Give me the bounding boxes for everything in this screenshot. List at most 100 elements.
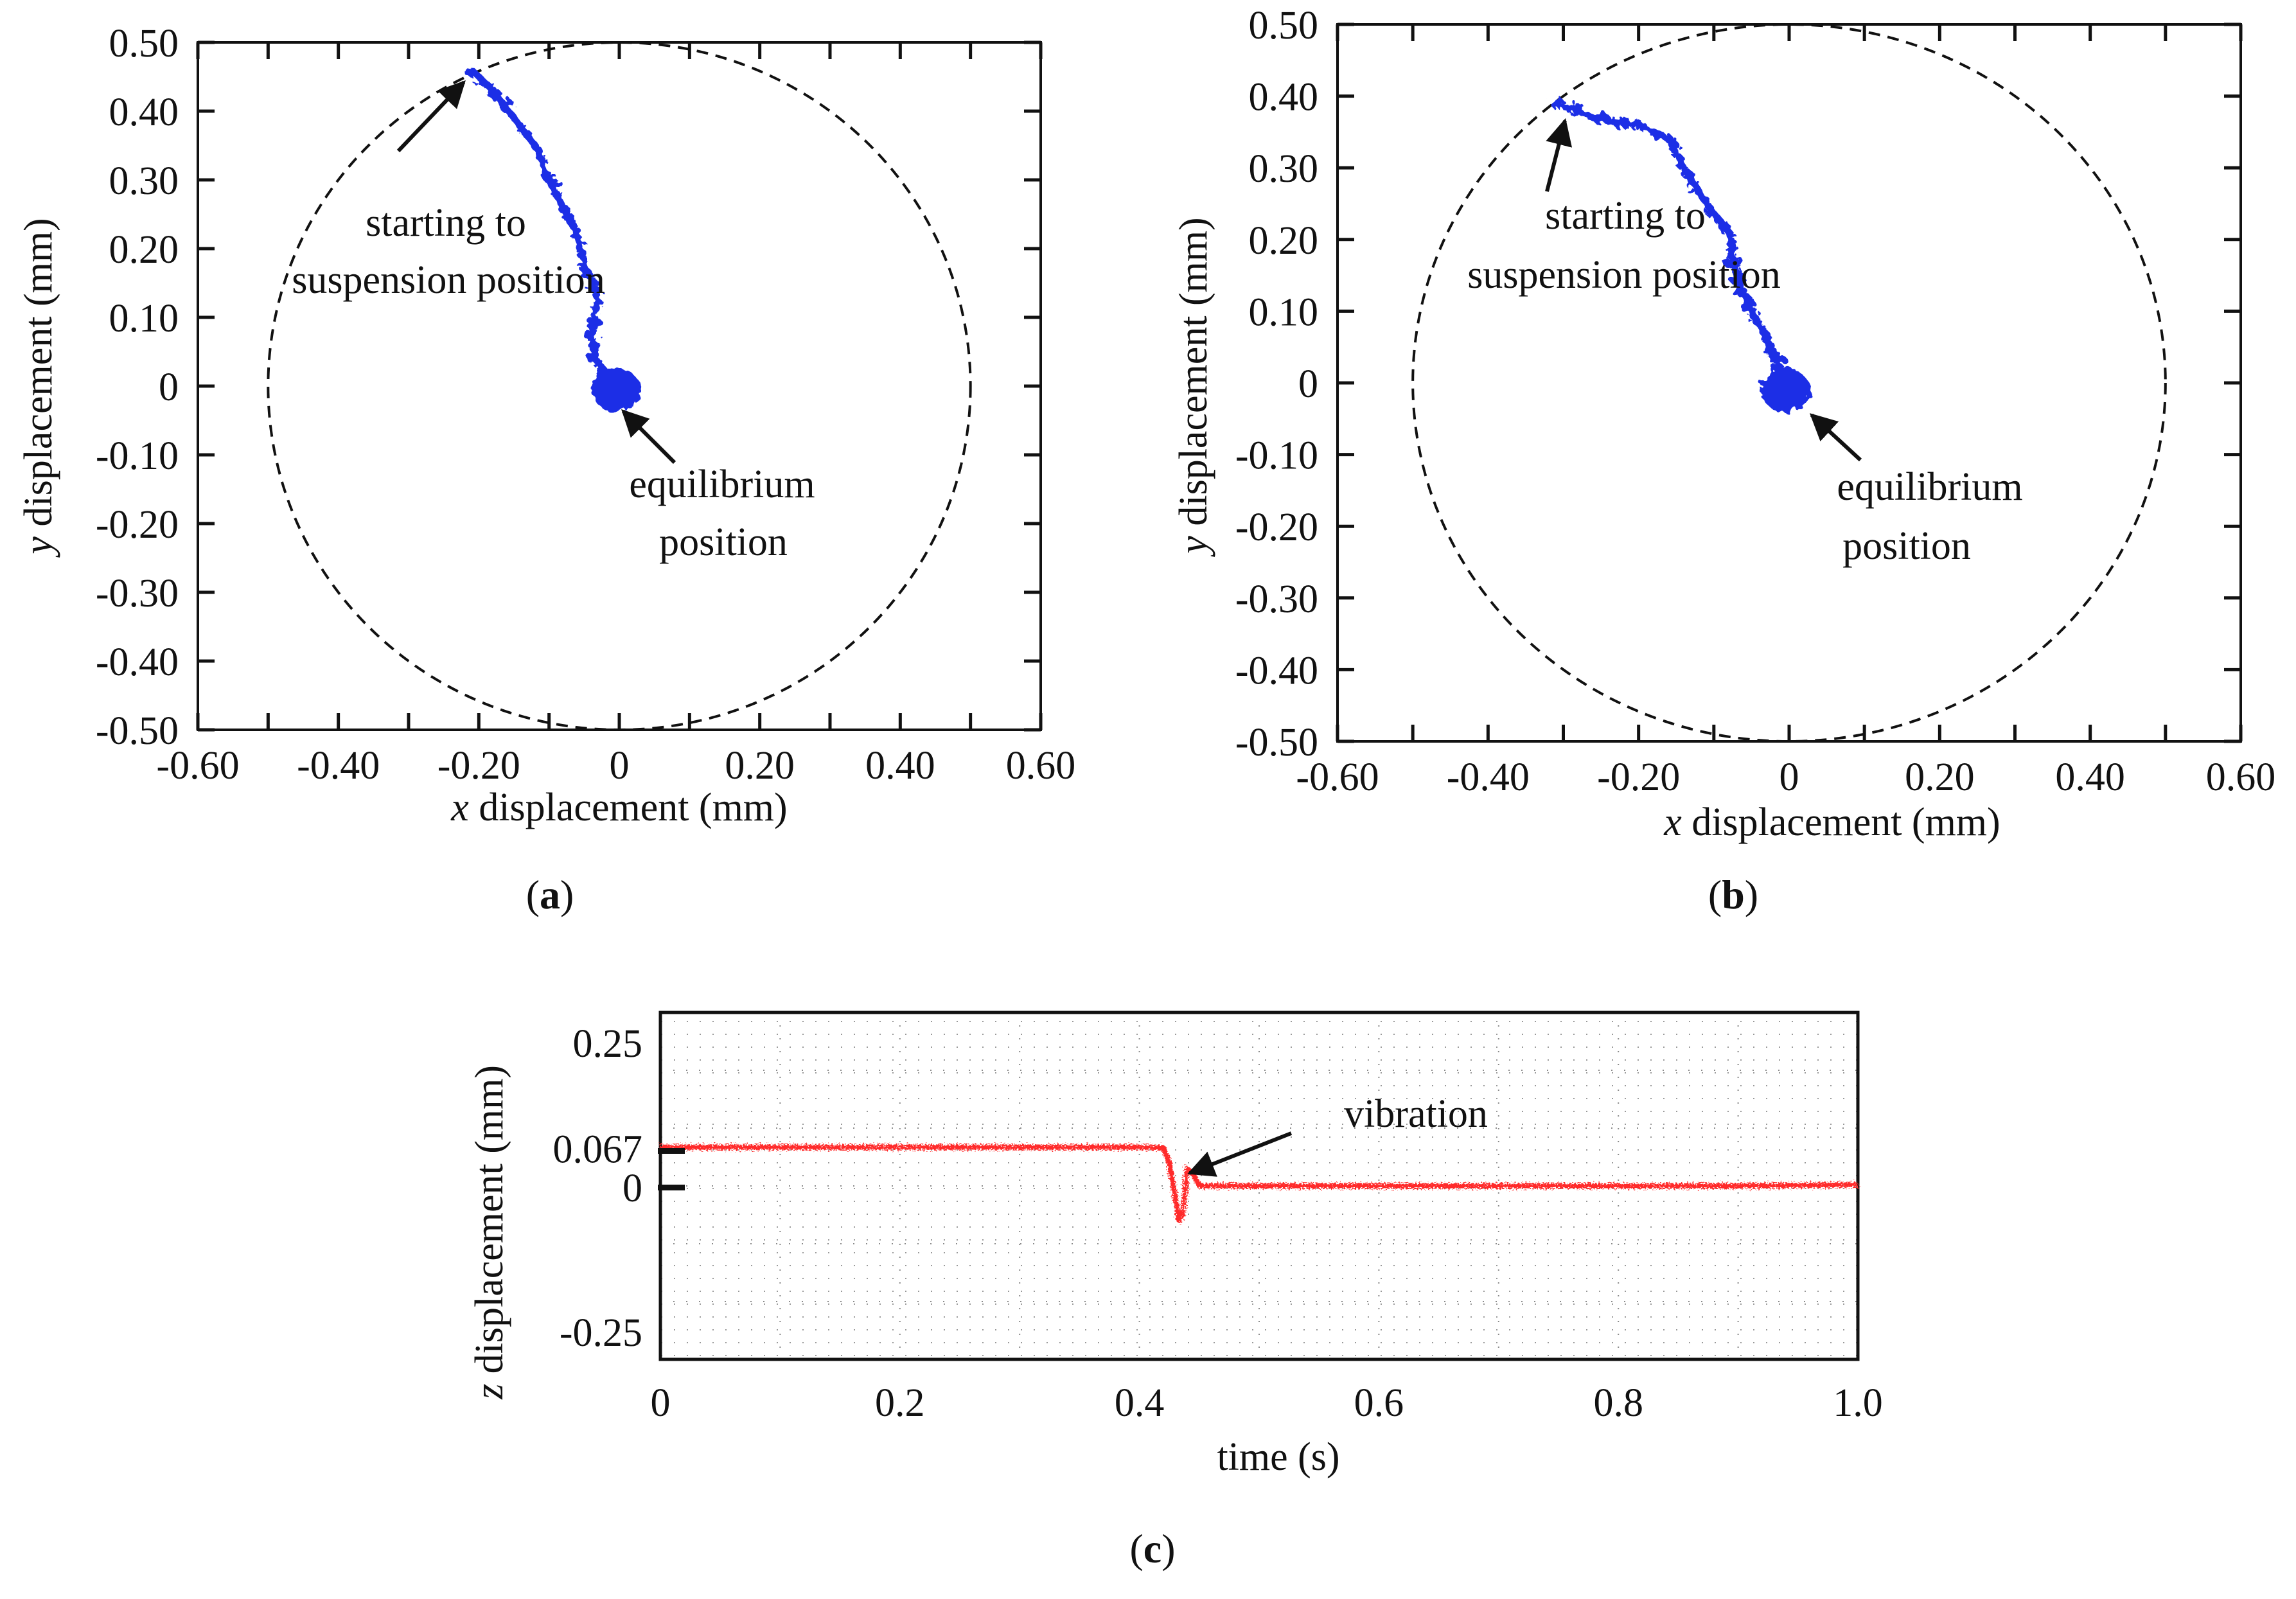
trajectory-point	[522, 132, 529, 137]
trajectory-point	[582, 241, 587, 245]
annotation-equilibrium-line2: position	[659, 520, 788, 564]
x-tick-label: -0.40	[1447, 755, 1530, 799]
trajectory-point	[596, 299, 601, 306]
trajectory-point	[593, 342, 599, 349]
trajectory-point	[1745, 296, 1754, 306]
trajectory-point	[508, 100, 515, 107]
trajectory-point	[1630, 121, 1637, 129]
trajectory-point	[1677, 164, 1681, 168]
trajectory-point	[1737, 275, 1745, 283]
y-tick-label: -0.10	[1235, 434, 1318, 478]
y-tick-label: -0.40	[1235, 649, 1318, 693]
y-tick-label: 0.067	[553, 1128, 643, 1172]
trajectory-point	[1732, 269, 1741, 278]
trajectory-point	[570, 219, 578, 227]
trajectory-point	[591, 314, 596, 319]
x-tick-label: -0.20	[437, 744, 520, 788]
x-axis-label: x displacement (mm)	[450, 786, 787, 829]
x-tick-label: 0	[651, 1381, 671, 1425]
y-tick-label: -0.50	[1235, 721, 1318, 764]
trace-group	[660, 1144, 1859, 1223]
y-tick-label: -0.20	[96, 503, 179, 547]
trajectory-point	[534, 144, 537, 148]
x-tick-label: 0.40	[865, 744, 935, 788]
trajectory-point	[541, 166, 545, 170]
trajectory-point	[1684, 167, 1690, 173]
trajectory-point	[1748, 319, 1753, 323]
trajectory-point	[1625, 123, 1629, 127]
annotation-start-line1: starting to	[366, 201, 526, 245]
x-tick-label: 0.20	[725, 744, 795, 788]
trajectory-point	[1566, 107, 1574, 114]
trajectory-point	[534, 146, 543, 155]
trajectory-point	[1696, 181, 1701, 187]
trajectory-point	[1687, 186, 1696, 195]
chart-panel-a: -0.60 -0.40 -0.20 0 0.20 0.40 0.60 0.50 0.40 0.3…	[17, 22, 1075, 917]
trace-group	[1550, 98, 1810, 412]
x-tick-label: 0	[610, 744, 630, 788]
trajectory-point	[1744, 294, 1747, 297]
trajectory-point	[1669, 138, 1677, 146]
trajectory-point	[1617, 116, 1623, 123]
y-tick-label: 0.25	[573, 1022, 643, 1066]
trajectory-point	[1718, 224, 1727, 233]
trajectory-point	[1736, 256, 1743, 263]
annotation-equilibrium-arrow	[621, 409, 676, 464]
annotation-vibration-arrow	[1187, 1131, 1293, 1177]
trace-group	[464, 66, 640, 412]
trajectory-point	[1663, 133, 1672, 143]
x-tick-label: -0.60	[156, 744, 239, 788]
trajectory-point	[583, 330, 592, 339]
trajectory-point	[1634, 118, 1638, 121]
trajectory-point	[1669, 147, 1673, 152]
trajectory-point	[580, 270, 588, 279]
trajectory-point	[1645, 126, 1651, 131]
trajectory-point	[1733, 288, 1743, 298]
y-tick-label: 0.30	[1249, 147, 1319, 191]
annotation-start-line2: suspension position	[292, 258, 605, 302]
trajectory-point	[577, 252, 583, 258]
x-ticks-group	[1336, 24, 2243, 741]
trajectory-point	[1592, 114, 1601, 123]
trajectory-point	[484, 82, 492, 89]
trajectory-point	[1708, 204, 1715, 211]
y-tick-label: -0.40	[96, 640, 179, 684]
trajectory-point	[589, 353, 594, 358]
trajectory-point	[464, 67, 474, 77]
trajectory-point	[1736, 263, 1740, 267]
y-tick-label: 0.50	[109, 22, 179, 66]
trajectory-point	[593, 324, 597, 328]
trajectory-point	[1752, 303, 1755, 306]
x-tick-label: 0.40	[2055, 755, 2125, 799]
annotation-equilibrium-arrow	[1809, 413, 1862, 462]
trajectory-point	[591, 306, 596, 310]
trajectory-point	[1582, 112, 1587, 116]
trajectory-point	[1726, 247, 1731, 252]
y-axis-label: z displacement (mm)	[468, 1065, 511, 1400]
trajectory-point	[1679, 155, 1685, 162]
trajectory-point	[1729, 248, 1736, 255]
equilibrium-cluster	[1761, 368, 1810, 412]
x-tick-label: 0.4	[1115, 1381, 1165, 1425]
trajectory-point	[1739, 272, 1744, 277]
trajectory-point	[576, 245, 582, 251]
y-tick-label: -0.50	[96, 709, 179, 753]
x-tick-label: 0.2	[875, 1381, 925, 1425]
trajectory-point	[563, 208, 567, 212]
trajectory-point	[1763, 341, 1767, 345]
annotation-start-arrow	[1545, 118, 1573, 192]
y-tick-label: 0.50	[1249, 4, 1319, 48]
trajectory-point	[588, 342, 595, 348]
y-tick-label: 0	[159, 366, 179, 409]
trajectory-point	[1585, 114, 1591, 119]
trajectory-point	[1611, 119, 1617, 125]
trajectory-point	[597, 362, 605, 371]
trajectory-point	[1640, 127, 1645, 132]
trajectory-point	[1712, 210, 1717, 215]
x-tick-labels: -0.60 -0.40 -0.20 0 0.20 0.40 0.60	[156, 744, 1075, 788]
trajectory-point	[473, 80, 477, 85]
annotation-equilibrium-line1: equilibrium	[629, 463, 815, 506]
